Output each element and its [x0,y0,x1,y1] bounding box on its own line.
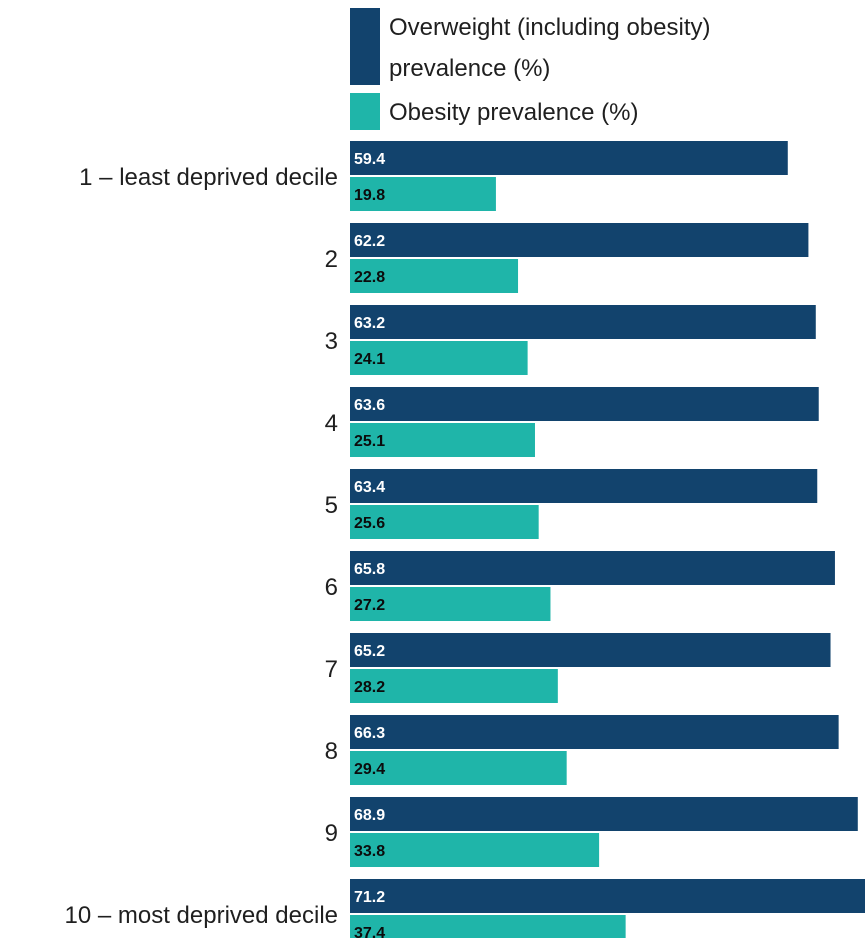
category-label-2: 3 [325,328,338,355]
bar-overweight-7 [350,715,839,749]
category-label-4: 5 [325,492,338,519]
category-group-0: 59.4 19.8 1 – least deprived decile [79,141,788,211]
value-label-overweight-1: 62.2 [354,233,385,250]
legend-label-0-line-1: prevalence (%) [389,55,550,82]
legend-swatch-1 [350,93,380,130]
bar-obesity-7 [350,751,567,785]
category-group-1: 62.2 22.8 2 [325,223,809,293]
value-label-obesity-4: 25.6 [354,515,385,532]
category-label-9: 10 – most deprived decile [65,902,339,929]
category-group-7: 66.3 29.4 8 [325,715,839,785]
value-label-obesity-3: 25.1 [354,433,385,450]
bar-overweight-1 [350,223,809,257]
bar-obesity-8 [350,833,600,867]
legend-label-1: Obesity prevalence (%) [389,99,638,126]
value-label-obesity-5: 27.2 [354,597,385,614]
category-label-5: 6 [325,574,338,601]
bar-overweight-3 [350,387,819,421]
legend-label-0-line-0: Overweight (including obesity) [389,14,710,41]
value-label-obesity-0: 19.8 [354,187,385,204]
value-label-overweight-2: 63.2 [354,315,385,332]
bar-overweight-9 [350,879,865,913]
bar-obesity-5 [350,587,551,621]
bar-overweight-6 [350,633,831,667]
value-label-overweight-3: 63.6 [354,397,385,414]
value-label-obesity-9: 37.4 [354,925,385,938]
category-label-8: 9 [325,820,338,847]
value-label-overweight-5: 65.8 [354,561,385,578]
category-group-3: 63.6 25.1 4 [325,387,819,457]
value-label-overweight-4: 63.4 [354,479,385,496]
bars: 59.4 19.8 1 – least deprived decile 62.2 22.… [65,141,865,938]
legend-swatch-0 [350,8,380,85]
value-label-obesity-2: 24.1 [354,351,385,368]
legend: Overweight (including obesity) prevalence… [350,8,710,130]
category-label-1: 2 [325,246,338,273]
category-group-2: 63.2 24.1 3 [325,305,816,375]
value-label-overweight-0: 59.4 [354,151,385,168]
bar-obesity-6 [350,669,558,703]
category-label-3: 4 [325,410,338,437]
bar-obesity-2 [350,341,528,375]
bar-overweight-8 [350,797,858,831]
category-label-7: 8 [325,738,338,765]
bar-overweight-4 [350,469,818,503]
category-group-6: 65.2 28.2 7 [325,633,831,703]
bar-obesity-1 [350,259,519,293]
bar-obesity-3 [350,423,535,457]
value-label-overweight-7: 66.3 [354,725,385,742]
value-label-overweight-9: 71.2 [354,889,385,906]
bar-overweight-0 [350,141,788,175]
bar-obesity-9 [350,915,626,938]
bar-overweight-2 [350,305,816,339]
value-label-overweight-8: 68.9 [354,807,385,824]
value-label-obesity-6: 28.2 [354,679,385,696]
category-group-9: 71.2 37.4 10 – most deprived decile [65,879,865,938]
value-label-obesity-8: 33.8 [354,843,385,860]
category-label-0: 1 – least deprived decile [79,164,338,191]
category-group-8: 68.9 33.8 9 [325,797,858,867]
category-group-4: 63.4 25.6 5 [325,469,818,539]
value-label-overweight-6: 65.2 [354,643,385,660]
bar-overweight-5 [350,551,835,585]
bar-obesity-0 [350,177,496,211]
value-label-obesity-1: 22.8 [354,269,385,286]
category-label-6: 7 [325,656,338,683]
value-label-obesity-7: 29.4 [354,761,385,778]
category-group-5: 65.8 27.2 6 [325,551,835,621]
bar-obesity-4 [350,505,539,539]
